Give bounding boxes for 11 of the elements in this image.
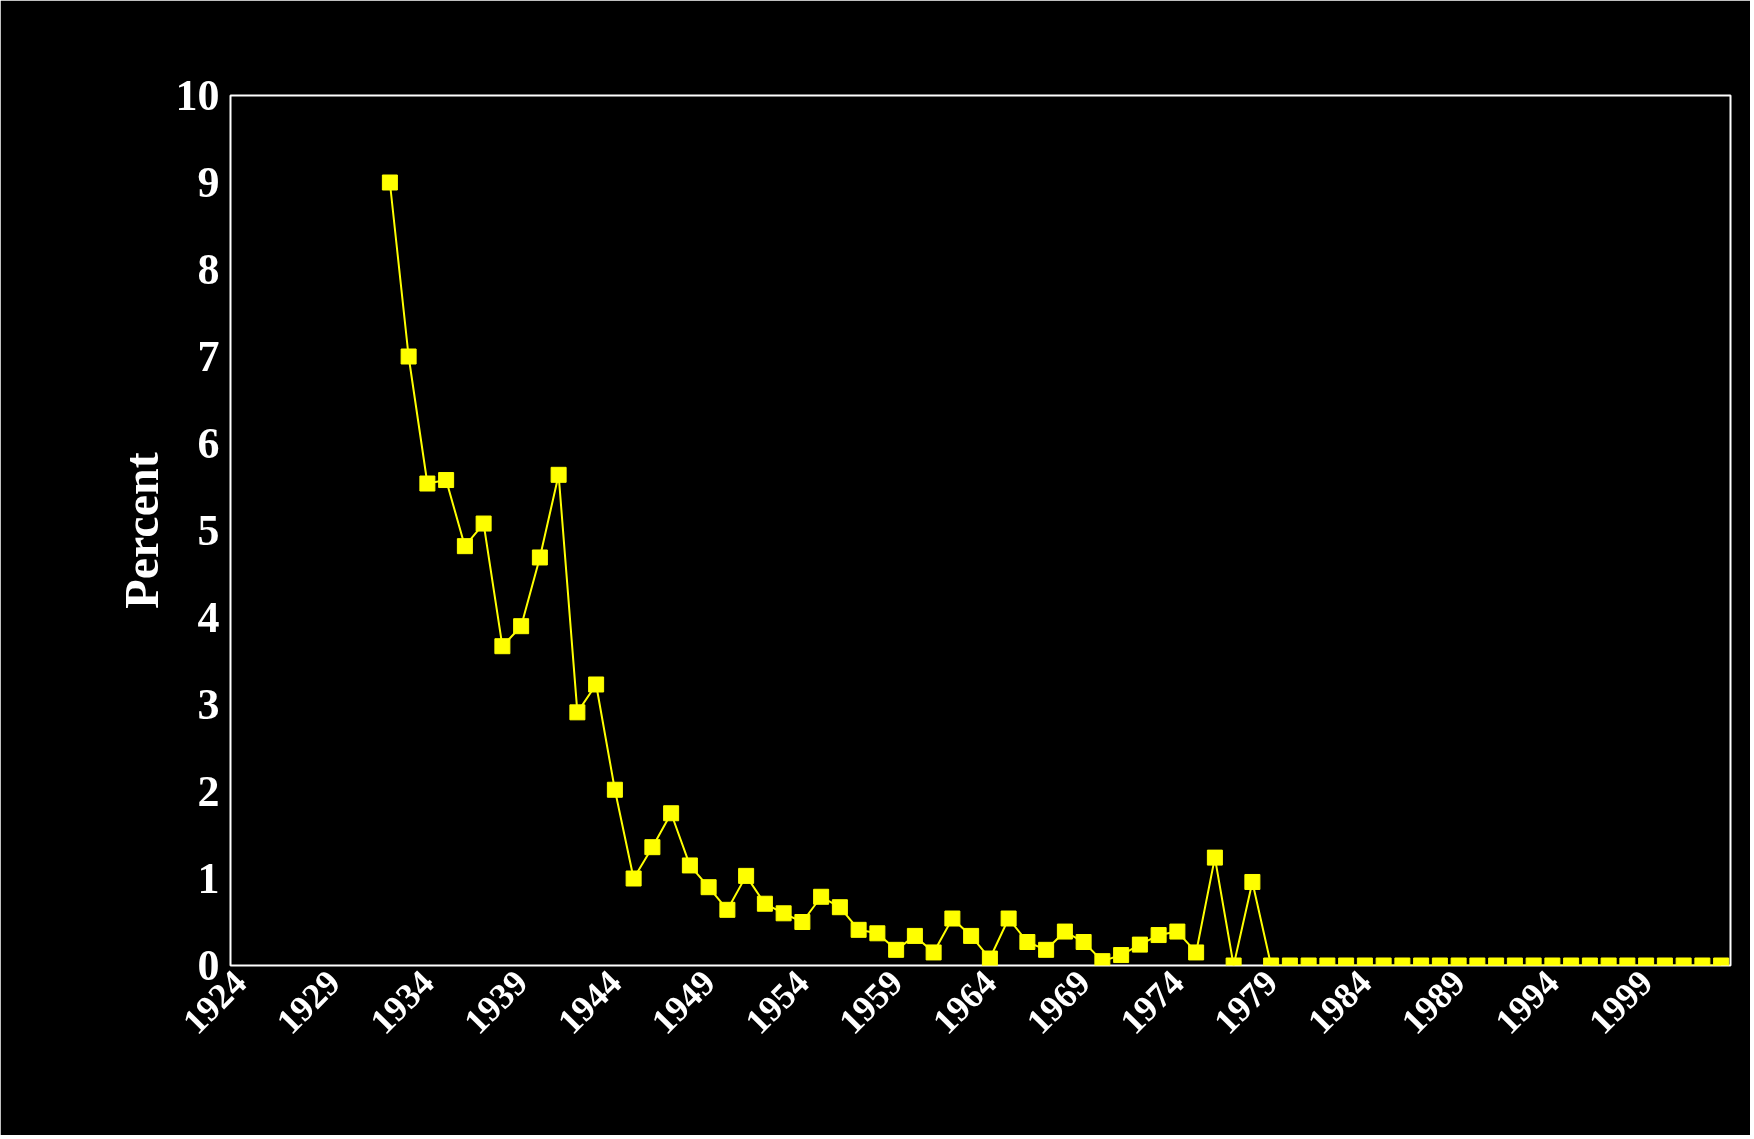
y-tick-label: 8 xyxy=(197,245,220,294)
y-axis-title: Percent xyxy=(114,452,168,609)
y-tick-label: 2 xyxy=(197,767,220,816)
y-tick-label: 10 xyxy=(175,71,220,120)
y-tick-label: 1 xyxy=(197,854,220,903)
y-tick-label: 7 xyxy=(197,332,220,381)
y-tick-label: 5 xyxy=(197,506,220,555)
y-tick-label: 9 xyxy=(197,158,220,207)
y-tick-label: 3 xyxy=(197,680,220,729)
y-tick-label: 6 xyxy=(197,419,220,468)
y-tick-label: 4 xyxy=(197,593,220,642)
